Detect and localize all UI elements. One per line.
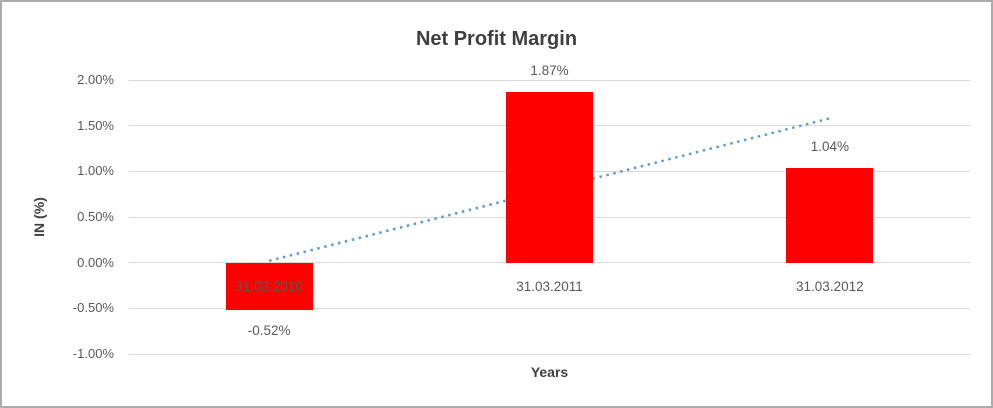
gridline [129,353,970,355]
y-axis-tick-label: 0.00% [77,254,114,270]
bar-data-label: 1.04% [810,138,849,154]
category-label: 31.03.2012 [796,278,864,294]
y-axis-tick-label: -1.00% [72,346,114,361]
bar-31.03.2010 [225,262,313,311]
y-axis-tick-label: 0.50% [77,209,114,224]
category-label: 31.03.2011 [516,278,583,294]
y-axis-tick-label: 1.50% [77,117,114,133]
bar-31.03.2012 [786,167,874,263]
y-axis-tick-label: 1.00% [77,163,114,179]
x-axis-title: Years [530,364,569,380]
gridline [129,307,970,309]
chart-title: Net Profit Margin [415,28,578,50]
gridline [129,79,970,81]
y-axis-tick-label: -0.50% [72,300,114,316]
y-axis-tick-label: 2.00% [77,72,114,87]
bar-data-label: 1.87% [530,62,569,78]
bar-data-label: -0.52% [247,323,291,339]
gridline [129,262,970,264]
category-label: 31.03.2010 [235,278,303,294]
bar-31.03.2011 [506,91,593,263]
